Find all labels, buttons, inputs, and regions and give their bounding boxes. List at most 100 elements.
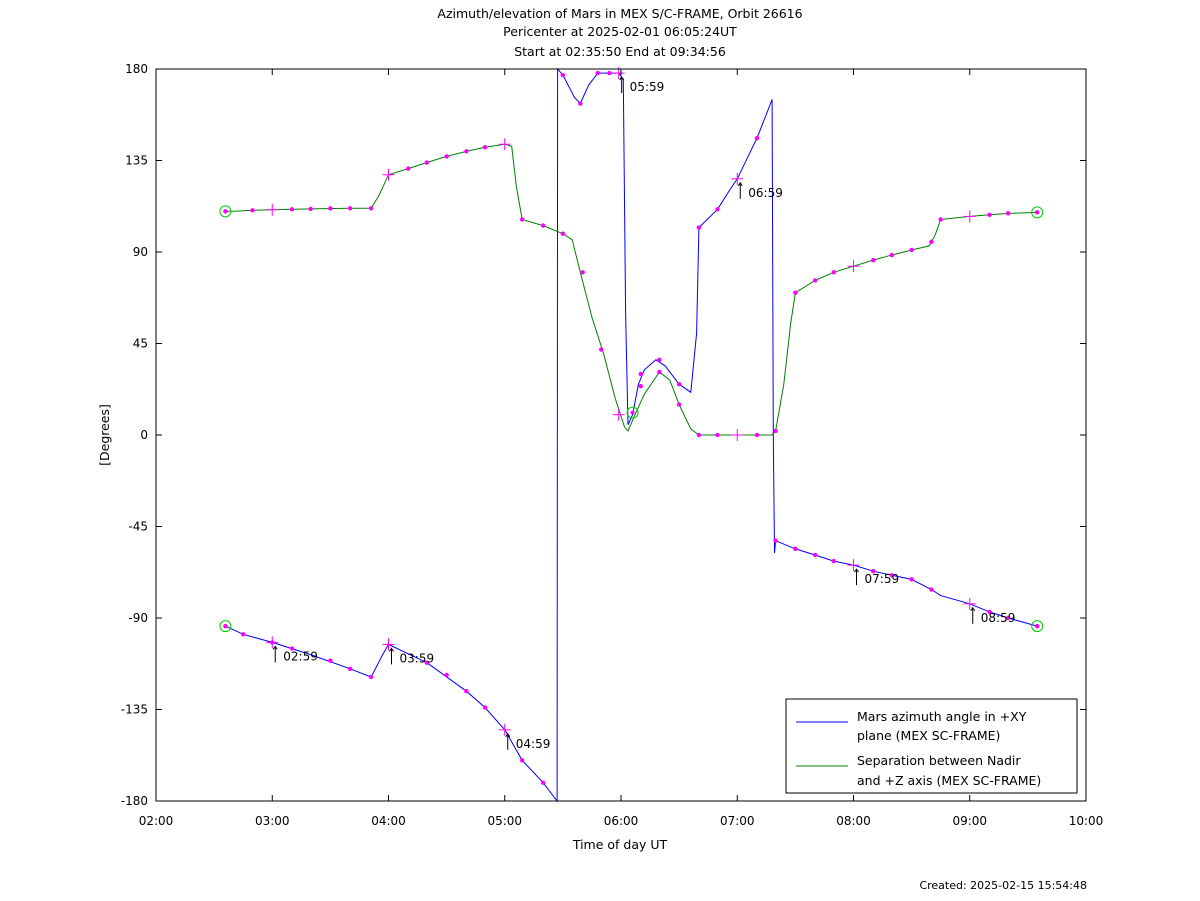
x-tick-label: 08:00 bbox=[836, 814, 871, 828]
sample-dot-marker bbox=[424, 660, 430, 665]
hour-cross-marker bbox=[963, 210, 976, 223]
sample-dot-marker bbox=[368, 206, 374, 211]
y-tick-label: -90 bbox=[128, 611, 148, 625]
time-annotation-label: 02:59 bbox=[283, 649, 318, 663]
sample-dot-marker bbox=[909, 247, 914, 253]
y-tick-label: -45 bbox=[128, 520, 148, 534]
time-annotation-label: 06:59 bbox=[748, 186, 783, 200]
sample-dot-marker bbox=[773, 428, 778, 434]
endpoint-circle-marker bbox=[219, 205, 232, 218]
time-annotation: 07:59 bbox=[854, 568, 900, 586]
hour-cross-marker bbox=[266, 636, 279, 649]
hour-cross-marker bbox=[847, 260, 860, 273]
sample-dot-marker bbox=[308, 206, 313, 212]
legend: Mars azimuth angle in +XY plane (MEX SC-… bbox=[785, 698, 1078, 794]
y-tick-label: 45 bbox=[133, 337, 148, 351]
sample-dot-marker bbox=[812, 278, 818, 283]
legend-label-separation-line-2: and +Z axis (MEX SC-FRAME) bbox=[857, 773, 1041, 788]
sample-dot-marker bbox=[696, 225, 702, 230]
sample-dot-marker bbox=[347, 666, 353, 672]
endpoint-circle-marker bbox=[219, 620, 232, 633]
sample-dot-marker bbox=[871, 257, 876, 263]
sample-dot-marker bbox=[519, 217, 525, 222]
sample-dot-marker bbox=[578, 101, 583, 106]
sample-dot-marker bbox=[929, 239, 934, 245]
sample-dot-marker bbox=[938, 217, 943, 222]
sample-dot-marker bbox=[1005, 211, 1011, 216]
sample-dot-marker bbox=[812, 552, 818, 558]
x-tick-label: 06:00 bbox=[604, 814, 639, 828]
hour-cross-marker bbox=[612, 408, 625, 421]
y-axis-label: [Degrees] bbox=[97, 404, 112, 466]
sample-dot-marker bbox=[368, 674, 374, 680]
sample-dot-marker bbox=[607, 70, 612, 76]
x-tick-label: 02:00 bbox=[139, 814, 174, 828]
chart-title: Azimuth/elevation of Mars in MEX S/C-FRA… bbox=[437, 6, 802, 59]
sample-dot-marker bbox=[347, 206, 353, 211]
sample-dot-marker bbox=[909, 577, 914, 582]
y-tick-label: 180 bbox=[125, 62, 148, 76]
series-line-separation bbox=[225, 143, 1038, 436]
legend-label-separation-line-1: Separation between Nadir bbox=[857, 753, 1021, 768]
sample-dot-marker bbox=[250, 208, 255, 213]
sample-dot-marker bbox=[540, 780, 546, 785]
hour-cross-marker bbox=[731, 429, 744, 441]
sample-dot-marker bbox=[560, 231, 566, 236]
chart-title-line-1: Azimuth/elevation of Mars in MEX S/C-FRA… bbox=[437, 6, 802, 21]
sample-dot-marker bbox=[482, 705, 488, 710]
legend-label-azimuth-line-1: Mars azimuth angle in +XY bbox=[857, 709, 1027, 724]
sample-dot-marker bbox=[464, 689, 469, 694]
hour-cross-marker bbox=[731, 172, 744, 185]
x-tick-label: 10:00 bbox=[1069, 814, 1104, 828]
sample-dot-marker bbox=[424, 160, 430, 165]
hour-cross-marker bbox=[963, 597, 976, 610]
x-tick-label: 07:00 bbox=[720, 814, 755, 828]
sample-dot-marker bbox=[240, 632, 246, 637]
legend-box bbox=[785, 698, 1078, 794]
sample-dot-marker bbox=[715, 207, 720, 212]
sample-dot-marker bbox=[599, 347, 604, 352]
sample-dot-marker bbox=[519, 758, 525, 763]
hour-cross-marker bbox=[498, 138, 511, 151]
x-tick-label: 09:00 bbox=[952, 814, 987, 828]
y-tick-label: 135 bbox=[125, 154, 148, 168]
time-annotation: 04:59 bbox=[505, 732, 551, 751]
sample-dot-marker bbox=[929, 587, 934, 592]
hour-cross-marker bbox=[382, 638, 395, 651]
sample-dot-marker bbox=[754, 432, 760, 438]
hour-cross-marker bbox=[498, 723, 511, 736]
hour-cross-marker bbox=[847, 559, 860, 572]
sample-dot-marker bbox=[328, 658, 333, 663]
sample-dot-marker bbox=[793, 290, 798, 295]
sample-dot-marker bbox=[444, 672, 449, 678]
series-line-azimuth bbox=[225, 67, 1038, 803]
sample-dot-marker bbox=[987, 609, 992, 615]
time-annotation: 02:59 bbox=[272, 645, 318, 663]
x-tick-label: 03:00 bbox=[255, 814, 290, 828]
time-annotation-label: 07:59 bbox=[865, 572, 900, 586]
sample-dot-marker bbox=[831, 270, 836, 275]
time-annotation-label: 04:59 bbox=[516, 737, 551, 751]
sample-dot-marker bbox=[889, 573, 895, 578]
chart-title-line-3: Start at 02:35:50 End at 09:34:56 bbox=[514, 44, 726, 59]
time-annotation-label: 05:59 bbox=[630, 80, 665, 94]
annotation-layer: 02:59 03:59 04:59 05:59 06:59 07:59 08:59 bbox=[272, 76, 1015, 751]
time-annotation: 08:59 bbox=[970, 606, 1015, 625]
x-axis-label: Time of day UT bbox=[572, 837, 668, 852]
sample-dot-marker bbox=[289, 207, 295, 212]
sample-dot-marker bbox=[540, 223, 546, 228]
y-tick-label: -135 bbox=[121, 703, 148, 717]
sample-dot-marker bbox=[793, 546, 798, 552]
sample-dot-marker bbox=[560, 72, 566, 78]
sample-dot-marker bbox=[638, 371, 643, 377]
sample-dot-marker bbox=[754, 135, 760, 141]
time-annotation: 05:59 bbox=[619, 76, 665, 94]
sample-dot-marker bbox=[831, 558, 836, 564]
sample-dot-marker bbox=[406, 166, 411, 171]
hour-cross-marker bbox=[266, 203, 279, 216]
time-annotation: 06:59 bbox=[737, 181, 783, 200]
endpoint-circle-marker bbox=[1031, 620, 1044, 633]
sample-dot-marker bbox=[715, 432, 720, 438]
sample-dot-marker bbox=[444, 154, 449, 159]
